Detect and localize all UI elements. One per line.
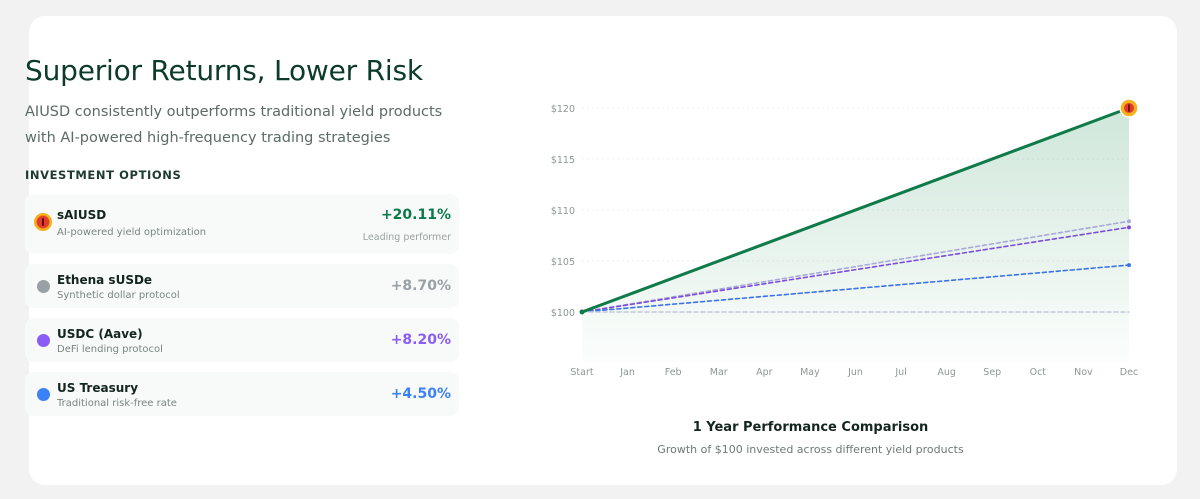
option-return: +8.20% <box>390 332 451 348</box>
chart-subtitle: Growth of $100 invested across different… <box>657 443 964 456</box>
investment-options-label: INVESTMENT OPTIONS <box>25 168 182 182</box>
series-end-point <box>1127 263 1131 268</box>
series-line-saiusd <box>580 106 1131 314</box>
x-tick-label: May <box>800 367 820 378</box>
option-us-treasury[interactable]: US Treasury Traditional risk-free rate +… <box>25 372 459 416</box>
page-subtitle: AIUSD consistently outperforms tradition… <box>25 104 443 146</box>
page-title: Superior Returns, Lower Risk <box>25 54 423 87</box>
y-tick-label: $115 <box>551 155 575 166</box>
chart-title: 1 Year Performance Comparison <box>692 420 929 435</box>
y-tick-label: $110 <box>551 206 575 217</box>
option-saiusd[interactable]: sAIUSD AI-powered yield optimization +20… <box>25 194 459 254</box>
x-tick-label: Dec <box>1120 367 1138 378</box>
series-end-point <box>1127 219 1131 224</box>
investment-options-list: sAIUSD AI-powered yield optimization +20… <box>25 194 459 426</box>
x-tick-label: Nov <box>1074 367 1093 378</box>
saiusd-logo-icon <box>34 213 52 231</box>
series-end-point <box>1127 225 1131 230</box>
start-point <box>579 309 585 315</box>
y-tick-label: $120 <box>551 104 575 115</box>
gray-dot-icon <box>37 280 50 293</box>
option-usdc-aave[interactable]: USDC (Aave) DeFi lending protocol +8.20% <box>25 318 459 362</box>
option-description: Traditional risk-free rate <box>57 398 177 409</box>
option-return: +8.70% <box>390 278 451 294</box>
option-description: AI-powered yield optimization <box>57 227 207 238</box>
option-return: +4.50% <box>390 386 451 402</box>
option-return: +20.11% <box>380 207 451 223</box>
series-line-us-treasury <box>581 264 1130 313</box>
option-name: US Treasury <box>57 381 139 395</box>
x-tick-label: Start <box>570 367 593 378</box>
y-tick-label: $100 <box>551 308 575 319</box>
option-description: Synthetic dollar protocol <box>57 290 180 301</box>
x-tick-label: Sep <box>983 367 1001 378</box>
x-tick-label: Feb <box>665 367 682 378</box>
x-tick-label: Jan <box>619 367 635 378</box>
option-name: Ethena sUSDe <box>57 273 153 287</box>
blue-dot-icon <box>37 388 50 401</box>
series-line-usdc-aave- <box>581 226 1130 313</box>
x-tick-label: Apr <box>756 367 773 378</box>
x-tick-label: Jul <box>894 367 906 378</box>
x-tick-label: Oct <box>1030 367 1047 378</box>
option-description: DeFi lending protocol <box>57 344 163 355</box>
x-tick-label: Mar <box>710 367 728 378</box>
series-line-ethena-susde <box>581 220 1130 313</box>
x-tick-label: Jun <box>847 367 863 378</box>
area-fill-saiusd <box>582 108 1129 362</box>
y-tick-label: $105 <box>551 257 575 268</box>
option-name: sAIUSD <box>57 208 107 222</box>
x-tick-label: Aug <box>937 367 956 378</box>
leading-performer-note: Leading performer <box>362 232 451 243</box>
purple-dot-icon <box>37 334 50 347</box>
option-name: USDC (Aave) <box>57 327 143 341</box>
option-ethena-susde[interactable]: Ethena sUSDe Synthetic dollar protocol +… <box>25 264 459 308</box>
